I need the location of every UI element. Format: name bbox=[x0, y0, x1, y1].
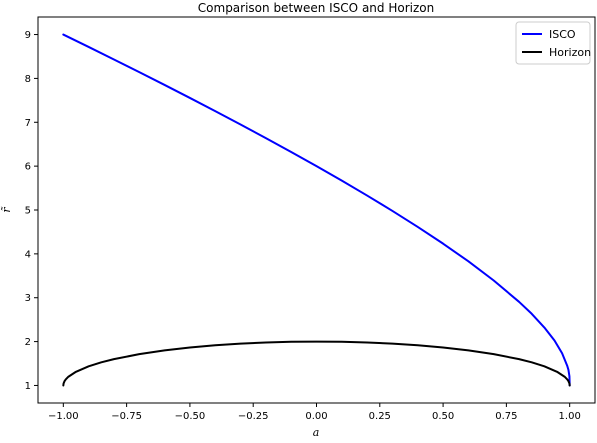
y-tick-label: 5 bbox=[25, 206, 31, 217]
series-layer bbox=[62, 33, 571, 387]
chart-title: Comparison between ISCO and Horizon bbox=[198, 1, 434, 15]
x-axis-label: a bbox=[313, 426, 320, 439]
legend: ISCO Horizon bbox=[515, 21, 591, 65]
x-tick-label: −0.25 bbox=[238, 411, 269, 422]
x-axis: −1.00 −0.75 −0.50 −0.25 0.00 0.25 0.50 0.75 1.00 bbox=[48, 403, 581, 422]
x-tick-label: 0.25 bbox=[369, 411, 391, 422]
y-tick-label: 1 bbox=[25, 381, 31, 392]
y-tick-label: 2 bbox=[25, 337, 31, 348]
x-tick-label: 0.75 bbox=[495, 411, 517, 422]
y-tick-label: 8 bbox=[25, 74, 31, 85]
y-axis-label: r̃ bbox=[0, 206, 13, 212]
x-tick-label: −1.00 bbox=[48, 411, 79, 422]
plot-area bbox=[38, 17, 595, 403]
legend-label-isco: ISCO bbox=[549, 28, 576, 41]
x-tick-label: 0.00 bbox=[305, 411, 327, 422]
series-line-horizon bbox=[62, 340, 571, 387]
x-tick-label: 0.50 bbox=[432, 411, 454, 422]
legend-label-horizon: Horizon bbox=[549, 46, 591, 59]
y-tick-label: 4 bbox=[25, 249, 31, 260]
x-tick-label: 1.00 bbox=[559, 411, 581, 422]
series-line-isco bbox=[62, 33, 571, 387]
y-tick-label: 3 bbox=[25, 293, 31, 304]
x-tick-label: −0.75 bbox=[111, 411, 142, 422]
y-tick-label: 7 bbox=[25, 118, 31, 129]
x-tick-label: −0.50 bbox=[175, 411, 206, 422]
legend-box bbox=[515, 21, 591, 65]
y-tick-label: 6 bbox=[25, 162, 31, 173]
y-tick-label: 9 bbox=[25, 30, 31, 41]
y-axis: 1 2 3 4 5 6 7 8 9 bbox=[25, 30, 38, 392]
